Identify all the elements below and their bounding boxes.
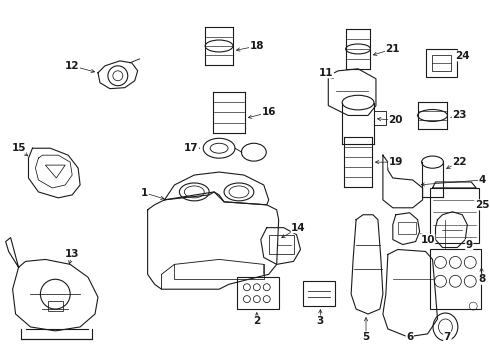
- Text: 14: 14: [291, 222, 306, 233]
- Text: 22: 22: [452, 157, 466, 167]
- Text: 8: 8: [479, 274, 486, 284]
- Text: 7: 7: [444, 332, 451, 342]
- Text: 2: 2: [253, 316, 261, 326]
- Text: 17: 17: [184, 143, 198, 153]
- Bar: [430, 188, 479, 243]
- Text: 16: 16: [262, 108, 276, 117]
- Text: 25: 25: [475, 200, 490, 210]
- Bar: [398, 222, 416, 234]
- Bar: [237, 277, 279, 309]
- Text: 5: 5: [363, 332, 369, 342]
- Text: 11: 11: [319, 68, 334, 78]
- Text: 6: 6: [406, 332, 414, 342]
- Bar: [430, 249, 481, 309]
- Text: 15: 15: [11, 143, 26, 153]
- Bar: [49, 301, 63, 311]
- Text: 18: 18: [249, 41, 264, 51]
- Bar: [432, 55, 451, 71]
- Text: 20: 20: [389, 116, 403, 125]
- Text: 23: 23: [452, 111, 466, 121]
- Text: 9: 9: [466, 239, 473, 249]
- Text: 1: 1: [141, 188, 148, 198]
- Bar: [269, 235, 294, 255]
- Text: 21: 21: [386, 44, 400, 54]
- Text: 24: 24: [455, 51, 469, 61]
- Text: 3: 3: [317, 316, 324, 326]
- Text: 12: 12: [65, 61, 79, 71]
- Text: 19: 19: [389, 157, 403, 167]
- Bar: [426, 49, 457, 77]
- Text: 13: 13: [65, 249, 79, 260]
- Text: 4: 4: [478, 175, 486, 185]
- Bar: [303, 281, 335, 306]
- Text: 10: 10: [420, 235, 435, 244]
